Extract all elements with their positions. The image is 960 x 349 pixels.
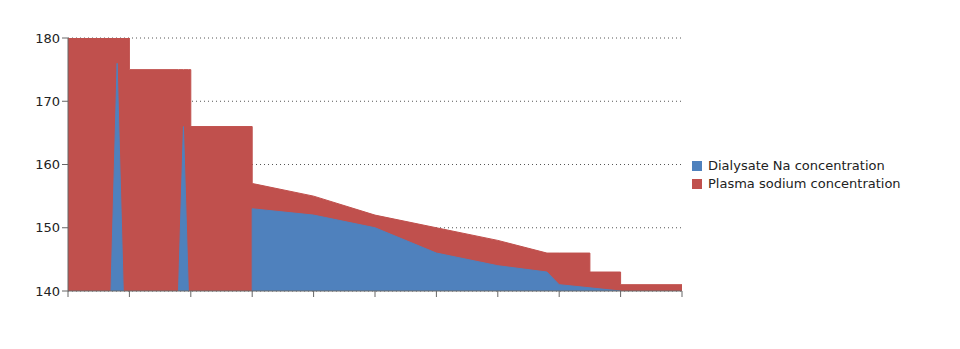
- svg-text:150: 150: [35, 220, 60, 235]
- svg-text:140: 140: [35, 284, 60, 299]
- svg-text:170: 170: [35, 94, 60, 109]
- svg-text:160: 160: [35, 157, 60, 172]
- html-text:Plasma sodium concentration: Plasma sodium concentration: [708, 176, 901, 191]
- svg-text:180: 180: [35, 31, 60, 46]
- html-text:Dialysate Na concentration: Dialysate Na concentration: [708, 158, 885, 173]
